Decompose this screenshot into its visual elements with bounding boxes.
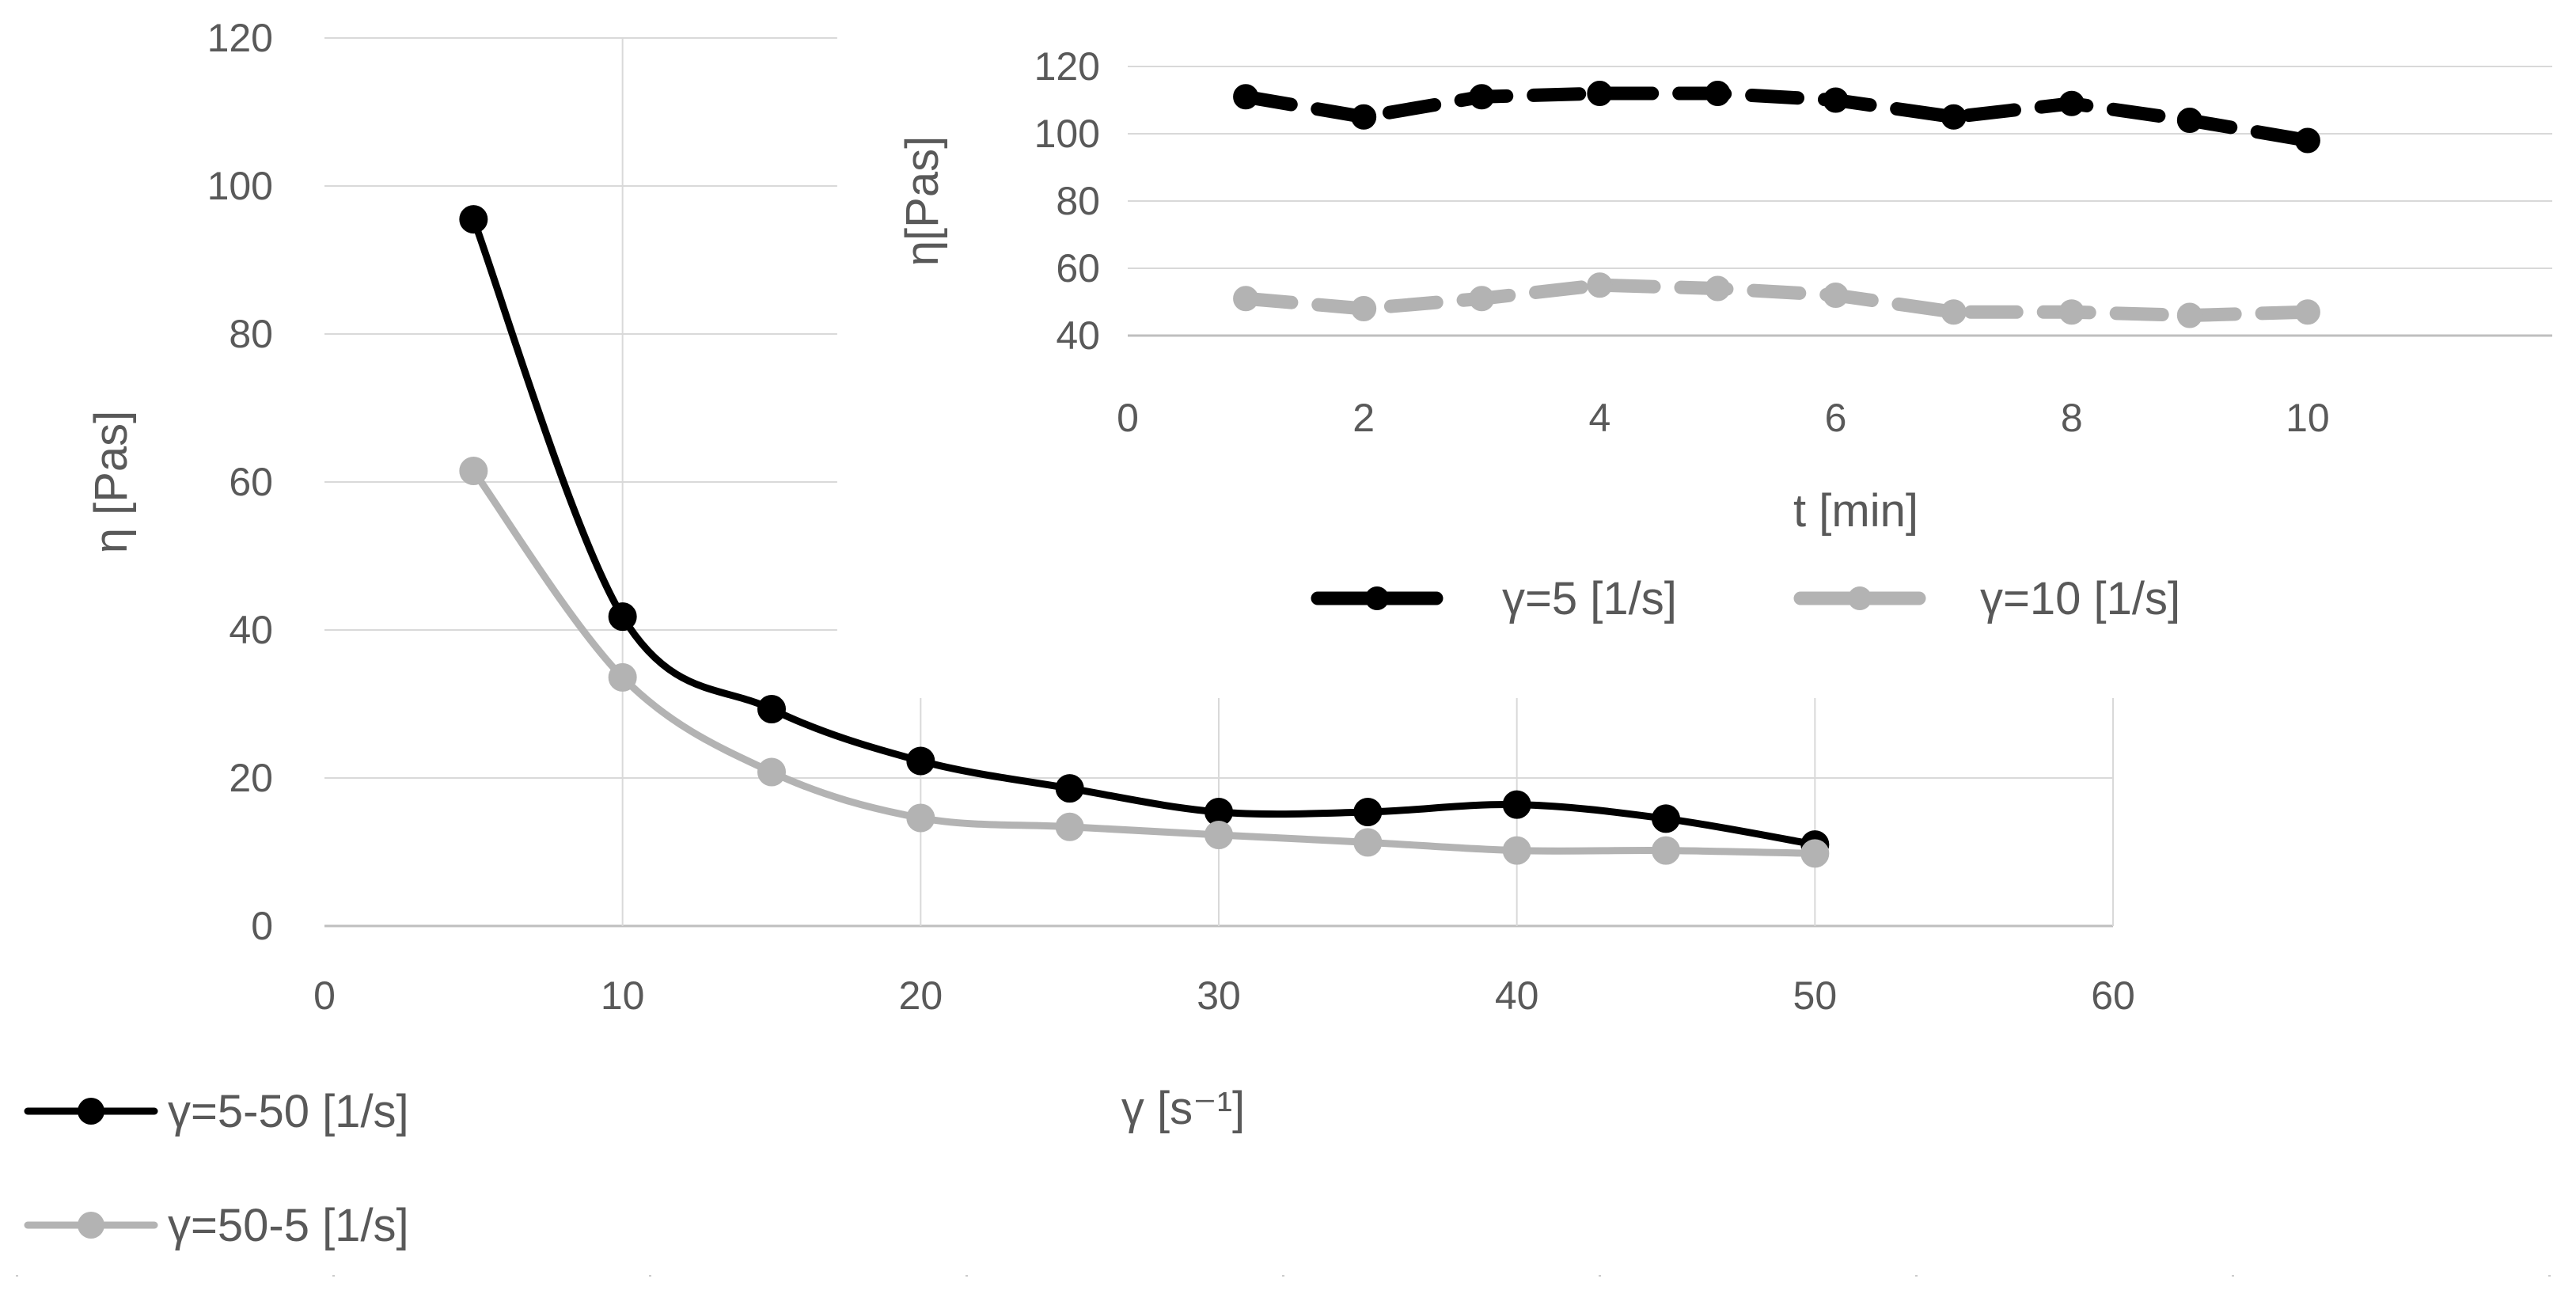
main-data-point	[757, 757, 786, 787]
main-x-tick-label: 10	[601, 973, 645, 1018]
inset-data-point	[1351, 104, 1377, 130]
inset-x-tick-label: 6	[1825, 396, 1847, 440]
inset-data-point	[1469, 286, 1495, 312]
inset-series-line-1	[1239, 86, 2315, 147]
main-series-line-2	[469, 467, 1819, 857]
inset-x-tick-label: 4	[1588, 396, 1610, 440]
inset-data-point	[1823, 283, 1849, 308]
main-x-tick-label: 60	[2091, 973, 2135, 1018]
main-data-point	[1652, 836, 1680, 865]
inset-data-point	[1233, 286, 1259, 312]
inset-y-tick-label: 100	[1034, 112, 1100, 156]
main-data-point	[1055, 812, 1084, 841]
inset-y-tick-label: 80	[1056, 179, 1100, 223]
main-y-tick-label: 100	[207, 164, 273, 208]
inset-legend-swatch-marker	[1848, 586, 1872, 610]
main-data-point	[608, 602, 637, 632]
inset-data-point	[1823, 87, 1849, 113]
main-data-point	[1502, 790, 1531, 819]
inset-legend-label: γ=5 [1/s]	[1502, 573, 1677, 624]
main-x-tick-label: 0	[313, 973, 336, 1018]
inset-data-point	[1941, 299, 1967, 325]
main-series-line-1	[469, 215, 1819, 848]
inset-x-tick-label: 0	[1117, 396, 1139, 440]
inset-data-point	[2176, 302, 2202, 328]
inset-x-tick-label: 8	[2061, 396, 2083, 440]
main-x-tick-label: 30	[1197, 973, 1241, 1018]
main-data-point	[1353, 828, 1383, 857]
main-data-point	[906, 746, 935, 776]
main-y-tick-label: 40	[229, 608, 273, 652]
main-data-point	[459, 205, 488, 234]
main-y-tick-label: 60	[229, 460, 273, 504]
main-x-tick-label: 40	[1495, 973, 1539, 1018]
inset-y-axis-title: η[Pas]	[897, 136, 948, 266]
main-data-point	[1353, 798, 1383, 827]
inset-y-tick-label: 40	[1056, 313, 1100, 358]
main-legend-label: γ=50-5 [1/s]	[168, 1200, 409, 1251]
inset-legend-label: γ=10 [1/s]	[1980, 573, 2180, 624]
main-data-point	[459, 456, 488, 485]
main-y-axis-title: η [Pas]	[85, 411, 137, 554]
main-y-tick-label: 20	[229, 756, 273, 800]
inset-data-point	[1941, 104, 1967, 130]
inset-data-point	[1587, 81, 1613, 106]
main-y-tick-label: 120	[207, 16, 273, 60]
main-data-point	[1205, 820, 1233, 849]
inset-legend-swatch-marker	[1365, 586, 1389, 610]
main-x-tick-label: 50	[1793, 973, 1838, 1018]
inset-data-point	[1705, 81, 1731, 106]
main-x-axis-title: γ [s⁻¹]	[1121, 1083, 1245, 1134]
inset-data-point	[1587, 272, 1613, 298]
inset-data-point	[1469, 84, 1495, 110]
inset-y-tick-label: 120	[1034, 44, 1100, 89]
main-legend-swatch-marker	[78, 1212, 104, 1239]
inset-series-line-2	[1239, 278, 2315, 322]
inset-data-point	[1705, 275, 1731, 302]
inset-data-point	[2176, 108, 2202, 133]
inset-data-point	[2294, 127, 2320, 154]
inset-x-axis-title: t [min]	[1793, 485, 1918, 537]
inset-data-point	[2058, 299, 2085, 325]
main-data-point	[757, 695, 786, 724]
main-y-tick-label: 0	[251, 904, 273, 948]
main-legend-label: γ=5-50 [1/s]	[168, 1086, 409, 1137]
main-data-point	[1652, 804, 1680, 833]
main-data-point	[1055, 774, 1084, 803]
inset-data-point	[2058, 90, 2085, 116]
inset-chart-group: 40 60 80 100 120 0 2 4 6 8 10 η[Pas] t [min] γ=5 [1/s…	[897, 44, 2552, 624]
inset-x-tick-label: 10	[2286, 396, 2330, 440]
main-legend-swatch-marker	[78, 1098, 104, 1125]
inset-x-tick-label: 2	[1352, 396, 1375, 440]
main-y-tick-label: 80	[229, 312, 273, 356]
main-x-tick-label: 20	[899, 973, 943, 1018]
main-data-point	[906, 803, 935, 833]
main-data-point	[1502, 836, 1531, 865]
inset-y-tick-label: 60	[1056, 246, 1100, 290]
inset-data-point	[1351, 296, 1377, 321]
inset-data-point	[1233, 84, 1259, 110]
main-data-point	[608, 662, 637, 692]
inset-data-point	[2294, 299, 2320, 325]
main-data-point	[1800, 839, 1830, 868]
